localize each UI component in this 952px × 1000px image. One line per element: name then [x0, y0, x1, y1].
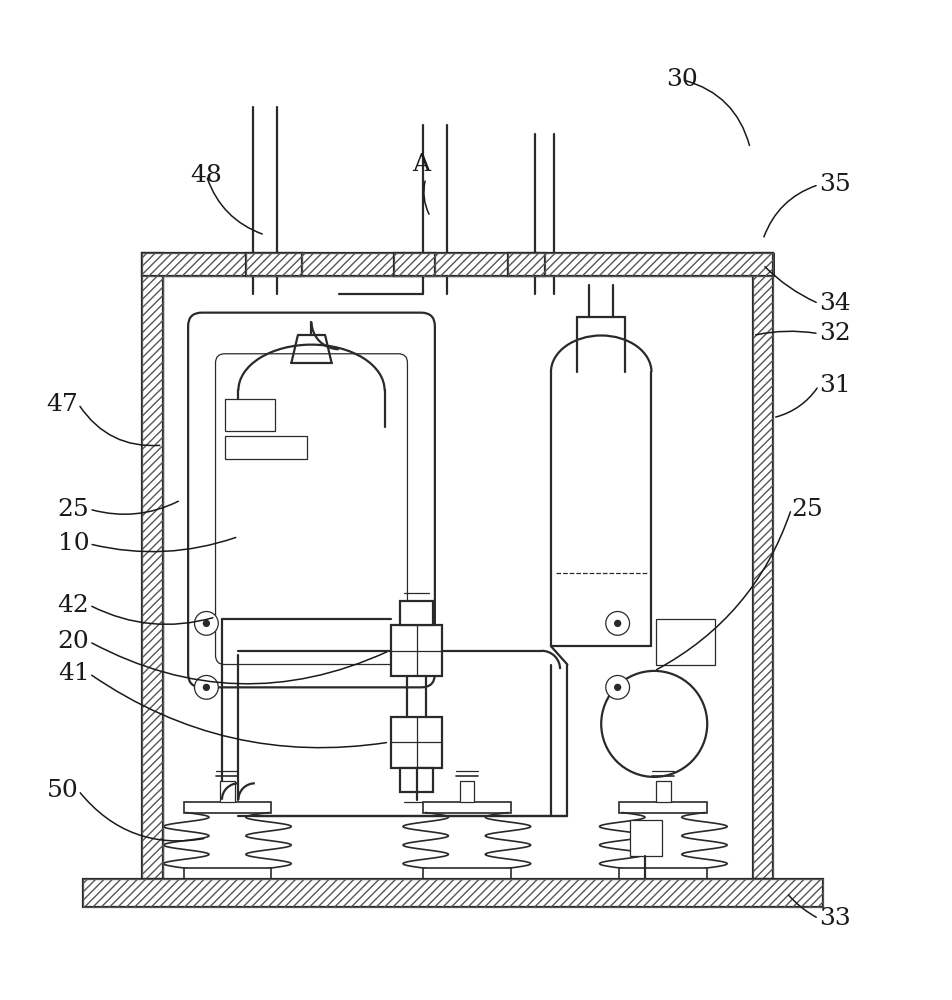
Text: 20: 20	[58, 630, 89, 653]
Polygon shape	[423, 802, 510, 813]
Text: A: A	[412, 153, 430, 176]
Polygon shape	[184, 868, 271, 879]
Polygon shape	[620, 868, 707, 879]
Polygon shape	[656, 619, 716, 665]
Text: 32: 32	[819, 322, 850, 345]
Circle shape	[602, 671, 707, 777]
Polygon shape	[391, 717, 442, 768]
Polygon shape	[220, 781, 235, 802]
Text: 47: 47	[47, 393, 78, 416]
Text: 48: 48	[190, 164, 222, 187]
Text: 42: 42	[58, 594, 89, 617]
Circle shape	[614, 684, 622, 691]
Circle shape	[614, 620, 622, 627]
Polygon shape	[143, 253, 163, 879]
Polygon shape	[423, 868, 510, 879]
Polygon shape	[620, 802, 707, 813]
Circle shape	[203, 684, 210, 691]
Polygon shape	[142, 254, 164, 276]
Text: 31: 31	[819, 374, 850, 397]
Polygon shape	[460, 781, 474, 802]
Circle shape	[194, 675, 218, 699]
Polygon shape	[753, 253, 773, 879]
Text: 33: 33	[819, 907, 850, 930]
Polygon shape	[394, 253, 435, 276]
Text: 25: 25	[791, 498, 823, 521]
Text: 10: 10	[58, 532, 89, 555]
Polygon shape	[225, 436, 307, 459]
Text: 41: 41	[58, 662, 89, 685]
Polygon shape	[629, 820, 662, 856]
Polygon shape	[225, 399, 275, 431]
Polygon shape	[752, 254, 774, 276]
Polygon shape	[508, 253, 545, 276]
Circle shape	[203, 620, 210, 627]
Polygon shape	[429, 255, 449, 275]
Text: 34: 34	[819, 292, 850, 315]
Polygon shape	[246, 253, 303, 276]
Polygon shape	[656, 781, 670, 802]
Text: 50: 50	[47, 779, 78, 802]
Polygon shape	[83, 879, 823, 907]
Circle shape	[605, 611, 629, 635]
Text: 35: 35	[819, 173, 850, 196]
Polygon shape	[400, 768, 433, 792]
Polygon shape	[400, 601, 433, 625]
Circle shape	[605, 675, 629, 699]
Polygon shape	[143, 253, 773, 276]
Text: 30: 30	[665, 68, 698, 91]
Text: 25: 25	[58, 498, 89, 521]
Polygon shape	[391, 625, 442, 676]
Polygon shape	[184, 802, 271, 813]
FancyBboxPatch shape	[188, 313, 435, 687]
Circle shape	[194, 611, 218, 635]
